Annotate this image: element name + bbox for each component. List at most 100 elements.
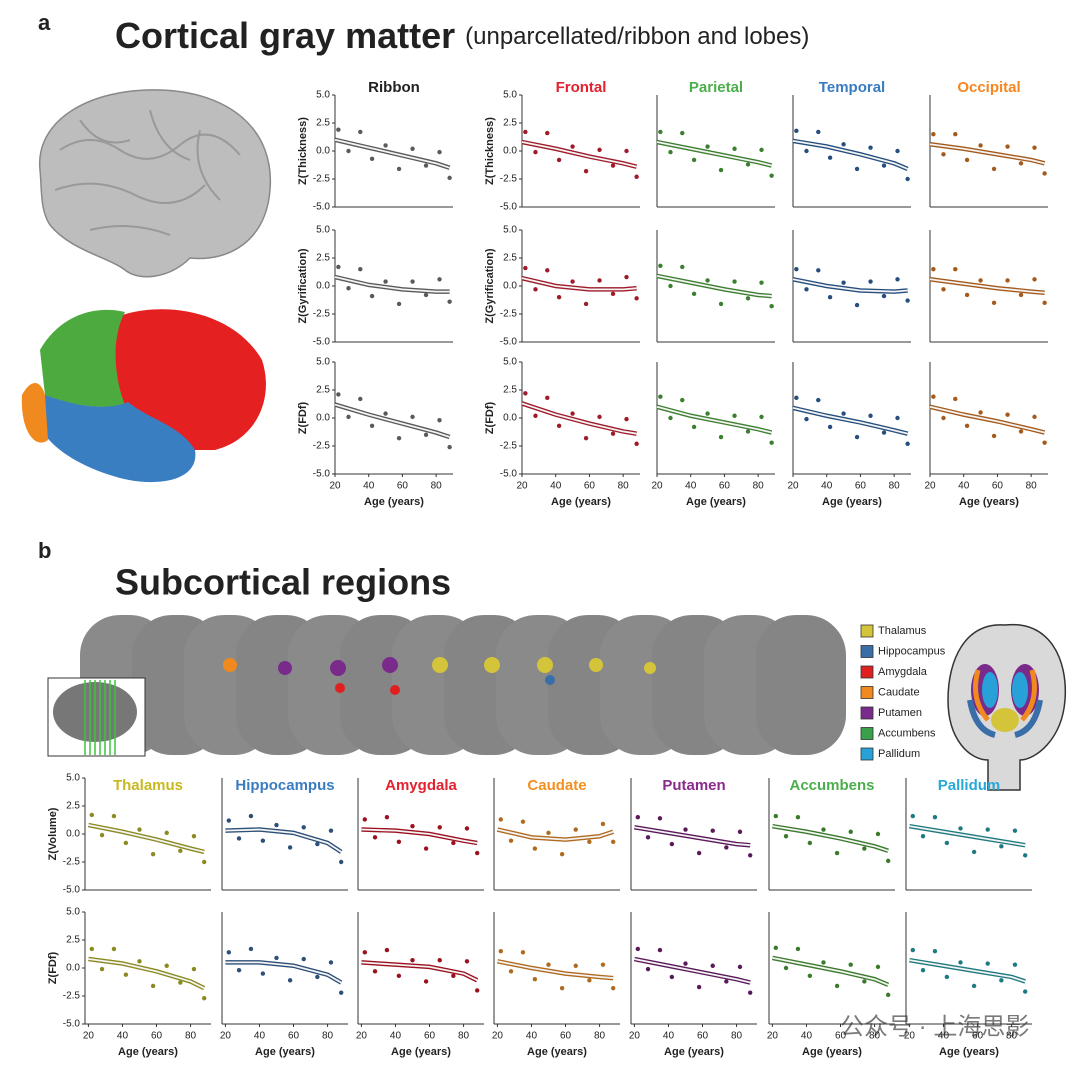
- legend-label: Caudate: [878, 686, 920, 698]
- y-axis-label: Z(Volume): [47, 807, 59, 860]
- point: [816, 268, 821, 273]
- x-axis-label: Age (years): [551, 496, 611, 508]
- x-tick-label: 40: [821, 481, 833, 492]
- legend-label: Thalamus: [878, 625, 927, 637]
- chart-title: Amygdala: [385, 777, 457, 794]
- point: [464, 826, 470, 831]
- point: [597, 414, 602, 420]
- point: [328, 960, 334, 965]
- point: [508, 838, 514, 843]
- fit-line: [792, 140, 908, 170]
- point: [437, 277, 442, 282]
- fit-line: [88, 958, 205, 989]
- point: [532, 977, 538, 982]
- point: [854, 302, 860, 308]
- x-tick-label: 80: [1006, 1031, 1018, 1042]
- fit-outline: [521, 401, 637, 436]
- fit-line: [88, 824, 205, 853]
- point: [533, 149, 538, 155]
- fit-line: [361, 828, 478, 844]
- x-axis-label: Age (years): [391, 1046, 451, 1058]
- fit-line: [772, 957, 889, 986]
- point: [834, 983, 840, 989]
- legend-swatch: [860, 686, 874, 699]
- point: [358, 267, 363, 272]
- point: [668, 415, 673, 421]
- point: [999, 978, 1004, 983]
- point: [680, 397, 685, 403]
- point: [895, 415, 900, 421]
- x-tick-label: 40: [363, 481, 375, 492]
- point: [875, 831, 881, 837]
- point: [570, 279, 575, 284]
- point: [964, 292, 970, 298]
- y-tick-label: -5.0: [313, 337, 331, 348]
- point: [635, 815, 641, 820]
- point: [931, 267, 936, 272]
- point: [769, 173, 774, 178]
- point: [885, 858, 891, 864]
- chart-title: Hippocampus: [235, 777, 334, 794]
- point: [848, 962, 853, 967]
- point: [362, 950, 368, 955]
- point: [834, 850, 840, 856]
- point: [978, 143, 983, 148]
- point: [437, 825, 442, 830]
- point: [437, 149, 442, 155]
- x-axis-label: Age (years): [686, 496, 746, 508]
- point: [985, 961, 990, 966]
- point: [624, 416, 629, 422]
- point: [624, 148, 629, 154]
- point: [795, 946, 801, 952]
- point: [658, 129, 663, 135]
- point: [546, 830, 551, 836]
- point: [931, 132, 936, 137]
- x-tick-label: 20: [516, 481, 528, 492]
- brain-gray: [39, 89, 272, 278]
- point: [944, 974, 950, 980]
- point: [634, 174, 639, 179]
- point: [745, 162, 751, 167]
- point: [724, 845, 729, 850]
- point: [556, 157, 562, 163]
- y-tick-label: -2.5: [313, 174, 331, 185]
- watermark: 公众号 · 上海思影: [840, 1013, 1029, 1040]
- x-tick-label: 20: [924, 481, 936, 492]
- fit-outline: [88, 956, 206, 991]
- fit-line: [792, 407, 908, 435]
- point: [1012, 962, 1018, 967]
- point: [369, 423, 375, 429]
- legend-swatch: [860, 645, 874, 658]
- point: [747, 853, 753, 858]
- point: [248, 946, 254, 952]
- point: [336, 127, 341, 132]
- fit-line: [334, 276, 450, 293]
- y-tick-label: 2.5: [503, 253, 517, 264]
- point: [645, 835, 651, 840]
- point: [178, 848, 183, 853]
- x-tick-label: 40: [685, 481, 697, 492]
- point: [658, 263, 663, 269]
- point: [137, 827, 142, 832]
- chart-title: Parietal: [689, 79, 743, 96]
- fit-line: [361, 961, 478, 982]
- x-tick-label: 80: [753, 481, 765, 492]
- panel-label: a: [38, 10, 51, 35]
- point: [236, 968, 242, 973]
- fit-line: [656, 405, 772, 434]
- y-tick-label: -5.0: [500, 337, 518, 348]
- point: [691, 424, 697, 430]
- point: [978, 410, 983, 415]
- y-tick-label: 0.0: [503, 146, 517, 157]
- legend-swatch: [860, 706, 874, 720]
- point: [559, 851, 565, 857]
- x-tick-label: 80: [185, 1031, 197, 1042]
- point: [941, 415, 946, 421]
- point: [545, 130, 550, 136]
- point: [226, 818, 232, 823]
- x-tick-label: 80: [731, 1031, 743, 1042]
- point: [301, 956, 306, 962]
- point: [1005, 278, 1010, 283]
- fit-line: [497, 828, 614, 841]
- point: [773, 813, 779, 819]
